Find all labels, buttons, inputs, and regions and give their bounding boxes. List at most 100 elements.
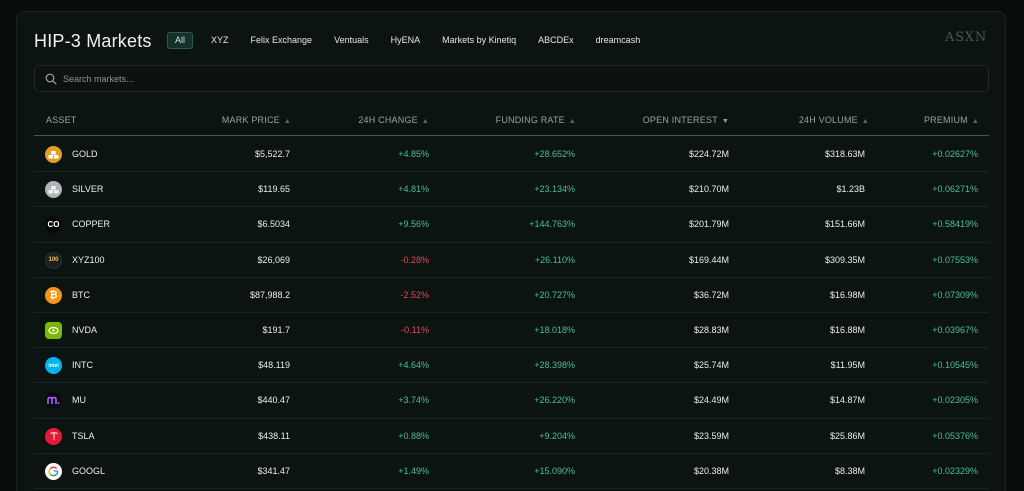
filter-tab-all[interactable]: All <box>167 32 194 49</box>
filter-tab-felix-exchange[interactable]: Felix Exchange <box>250 35 313 45</box>
24h-change: +3.74% <box>398 395 429 406</box>
asset-name: GOLD <box>72 149 98 159</box>
mark-price: $6.5034 <box>257 219 290 230</box>
filter-tab-hyena[interactable]: HyENA <box>390 35 421 45</box>
premium: +0.06271% <box>932 184 978 195</box>
premium: +0.02305% <box>932 395 978 406</box>
premium: +0.02627% <box>932 149 978 159</box>
column-header-mark-price[interactable]: MARK PRICE ▲ <box>221 115 291 125</box>
mark-price: $48.119 <box>258 360 290 371</box>
24h-change: +4.81% <box>398 184 429 195</box>
column-header-asset[interactable]: ASSET <box>46 115 77 125</box>
xyz100-icon: 100 <box>45 251 62 269</box>
table-row[interactable]: GOLD $5,522.7 +4.85% +28.652% $224.72M $… <box>34 137 989 173</box>
open-interest: $210.70M <box>688 184 729 195</box>
panel-header: HIP-3 Markets All XYZ Felix Exchange Ven… <box>17 12 1005 68</box>
filter-tab-xyz[interactable]: XYZ <box>211 35 229 45</box>
table-row[interactable]: NVDA $191.7 -0.11% +18.018% $28.83M $16.… <box>34 313 989 349</box>
24h-volume: $151.66M <box>824 219 865 230</box>
filter-tab-dreamcash[interactable]: dreamcash <box>595 35 641 45</box>
24h-change: -0.11% <box>401 324 429 335</box>
asset-name: XYZ100 <box>72 254 105 265</box>
funding-rate: +9.204% <box>539 430 575 441</box>
sort-icon: ▲ <box>283 118 291 125</box>
filter-tab-abcdex[interactable]: ABCDEx <box>538 35 574 45</box>
24h-change: -2.52% <box>400 289 429 300</box>
mark-price: $5,522.7 <box>254 149 290 159</box>
column-header-funding-rate[interactable]: FUNDING RATE ▲ <box>495 115 576 125</box>
asset-name: TSLA <box>72 430 95 441</box>
premium: +0.07309% <box>932 289 978 300</box>
table-row[interactable]: intel INTC $48.119 +4.64% +28.398% $25.7… <box>34 348 989 384</box>
funding-rate: +28.652% <box>534 149 575 159</box>
funding-rate: +20.727% <box>534 289 575 300</box>
table-row[interactable]: MU $440.47 +3.74% +26.220% $24.49M $14.8… <box>34 383 989 419</box>
mark-price: $438.11 <box>258 430 290 441</box>
open-interest: $169.44M <box>688 254 729 265</box>
table-row[interactable]: TSLA $438.11 +0.88% +9.204% $23.59M $25.… <box>34 419 989 454</box>
24h-volume: $16.88M <box>829 324 865 335</box>
24h-change: +0.88% <box>398 430 429 441</box>
open-interest: $25.74M <box>693 360 729 371</box>
funding-rate: +23.134% <box>534 184 575 195</box>
table-row[interactable]: ₿ BTC $87,988.2 -2.52% +20.727% $36.72M … <box>34 278 989 313</box>
24h-volume: $16.98M <box>829 289 865 300</box>
table-row[interactable]: SILVER $119.65 +4.81% +23.134% $210.70M … <box>34 172 989 208</box>
sort-icon: ▲ <box>861 118 869 125</box>
filter-tab-markets-by-kinetiq[interactable]: Markets by Kinetiq <box>442 35 517 45</box>
column-header-open-interest[interactable]: OPEN INTEREST ▼ <box>642 115 729 125</box>
open-interest: $24.49M <box>693 395 729 406</box>
24h-volume: $14.87M <box>829 395 865 406</box>
intel-icon: intel <box>45 357 62 375</box>
24h-volume: $309.35M <box>824 254 865 265</box>
24h-change: +4.64% <box>398 360 429 371</box>
search-icon <box>45 73 57 85</box>
premium: +0.02329% <box>932 465 978 476</box>
funding-rate: +26.220% <box>534 395 575 406</box>
funding-rate: +18.018% <box>534 324 575 335</box>
tesla-icon <box>45 427 62 445</box>
mark-price: $26,069 <box>257 254 290 265</box>
mark-price: $191.7 <box>262 324 290 335</box>
premium: +0.03967% <box>932 324 978 335</box>
nvidia-icon <box>45 321 62 339</box>
open-interest: $224.72M <box>688 149 729 159</box>
mark-price: $440.47 <box>257 395 290 406</box>
premium: +0.58419% <box>932 219 978 230</box>
open-interest: $201.79M <box>688 219 729 230</box>
24h-volume: $25.86M <box>829 430 865 441</box>
sort-icon: ▲ <box>421 118 429 125</box>
open-interest: $20.38M <box>693 465 729 476</box>
table-row[interactable]: CO COPPER $6.5034 +9.56% +144.763% $201.… <box>34 207 989 243</box>
table-row[interactable]: GOOGL $341.47 +1.49% +15.090% $20.38M $8… <box>34 454 989 489</box>
asset-name: BTC <box>72 289 90 300</box>
silver-icon <box>45 181 62 199</box>
column-header-24h-volume[interactable]: 24H VOLUME ▲ <box>798 115 869 125</box>
24h-volume: $11.95M <box>830 360 865 371</box>
asset-name: NVDA <box>72 324 98 335</box>
exchange-filter-tabs: All XYZ Felix Exchange Ventuals HyENA Ma… <box>167 32 654 49</box>
asset-name: INTC <box>72 360 93 371</box>
open-interest: $36.72M <box>693 289 729 300</box>
sort-icon: ▲ <box>971 118 979 125</box>
funding-rate: +26.110% <box>534 254 575 265</box>
column-header-24h-change[interactable]: 24H CHANGE ▲ <box>358 115 429 125</box>
mark-price: $87,988.2 <box>249 289 290 300</box>
asset-name: GOOGL <box>72 465 106 476</box>
24h-change: +9.56% <box>398 219 429 230</box>
funding-rate: +28.398% <box>534 360 575 371</box>
filter-tab-ventuals[interactable]: Ventuals <box>334 35 369 45</box>
premium: +0.05376% <box>932 430 978 441</box>
mark-price: $341.47 <box>257 465 290 476</box>
24h-change: -0.28% <box>400 254 429 265</box>
premium: +0.07553% <box>932 254 978 265</box>
table-header: ASSET MARK PRICE ▲ 24H CHANGE ▲ FUNDING RA… <box>34 107 989 136</box>
funding-rate: +144.763% <box>529 219 575 230</box>
24h-change: +4.85% <box>398 149 429 159</box>
search-input[interactable] <box>63 66 963 91</box>
column-header-premium[interactable]: PREMIUM ▲ <box>923 115 979 125</box>
premium: +0.10545% <box>932 360 978 371</box>
asset-name: COPPER <box>72 219 111 230</box>
mark-price: $119.65 <box>258 184 290 195</box>
table-row[interactable]: 100 XYZ100 $26,069 -0.28% +26.110% $169.… <box>34 243 989 278</box>
